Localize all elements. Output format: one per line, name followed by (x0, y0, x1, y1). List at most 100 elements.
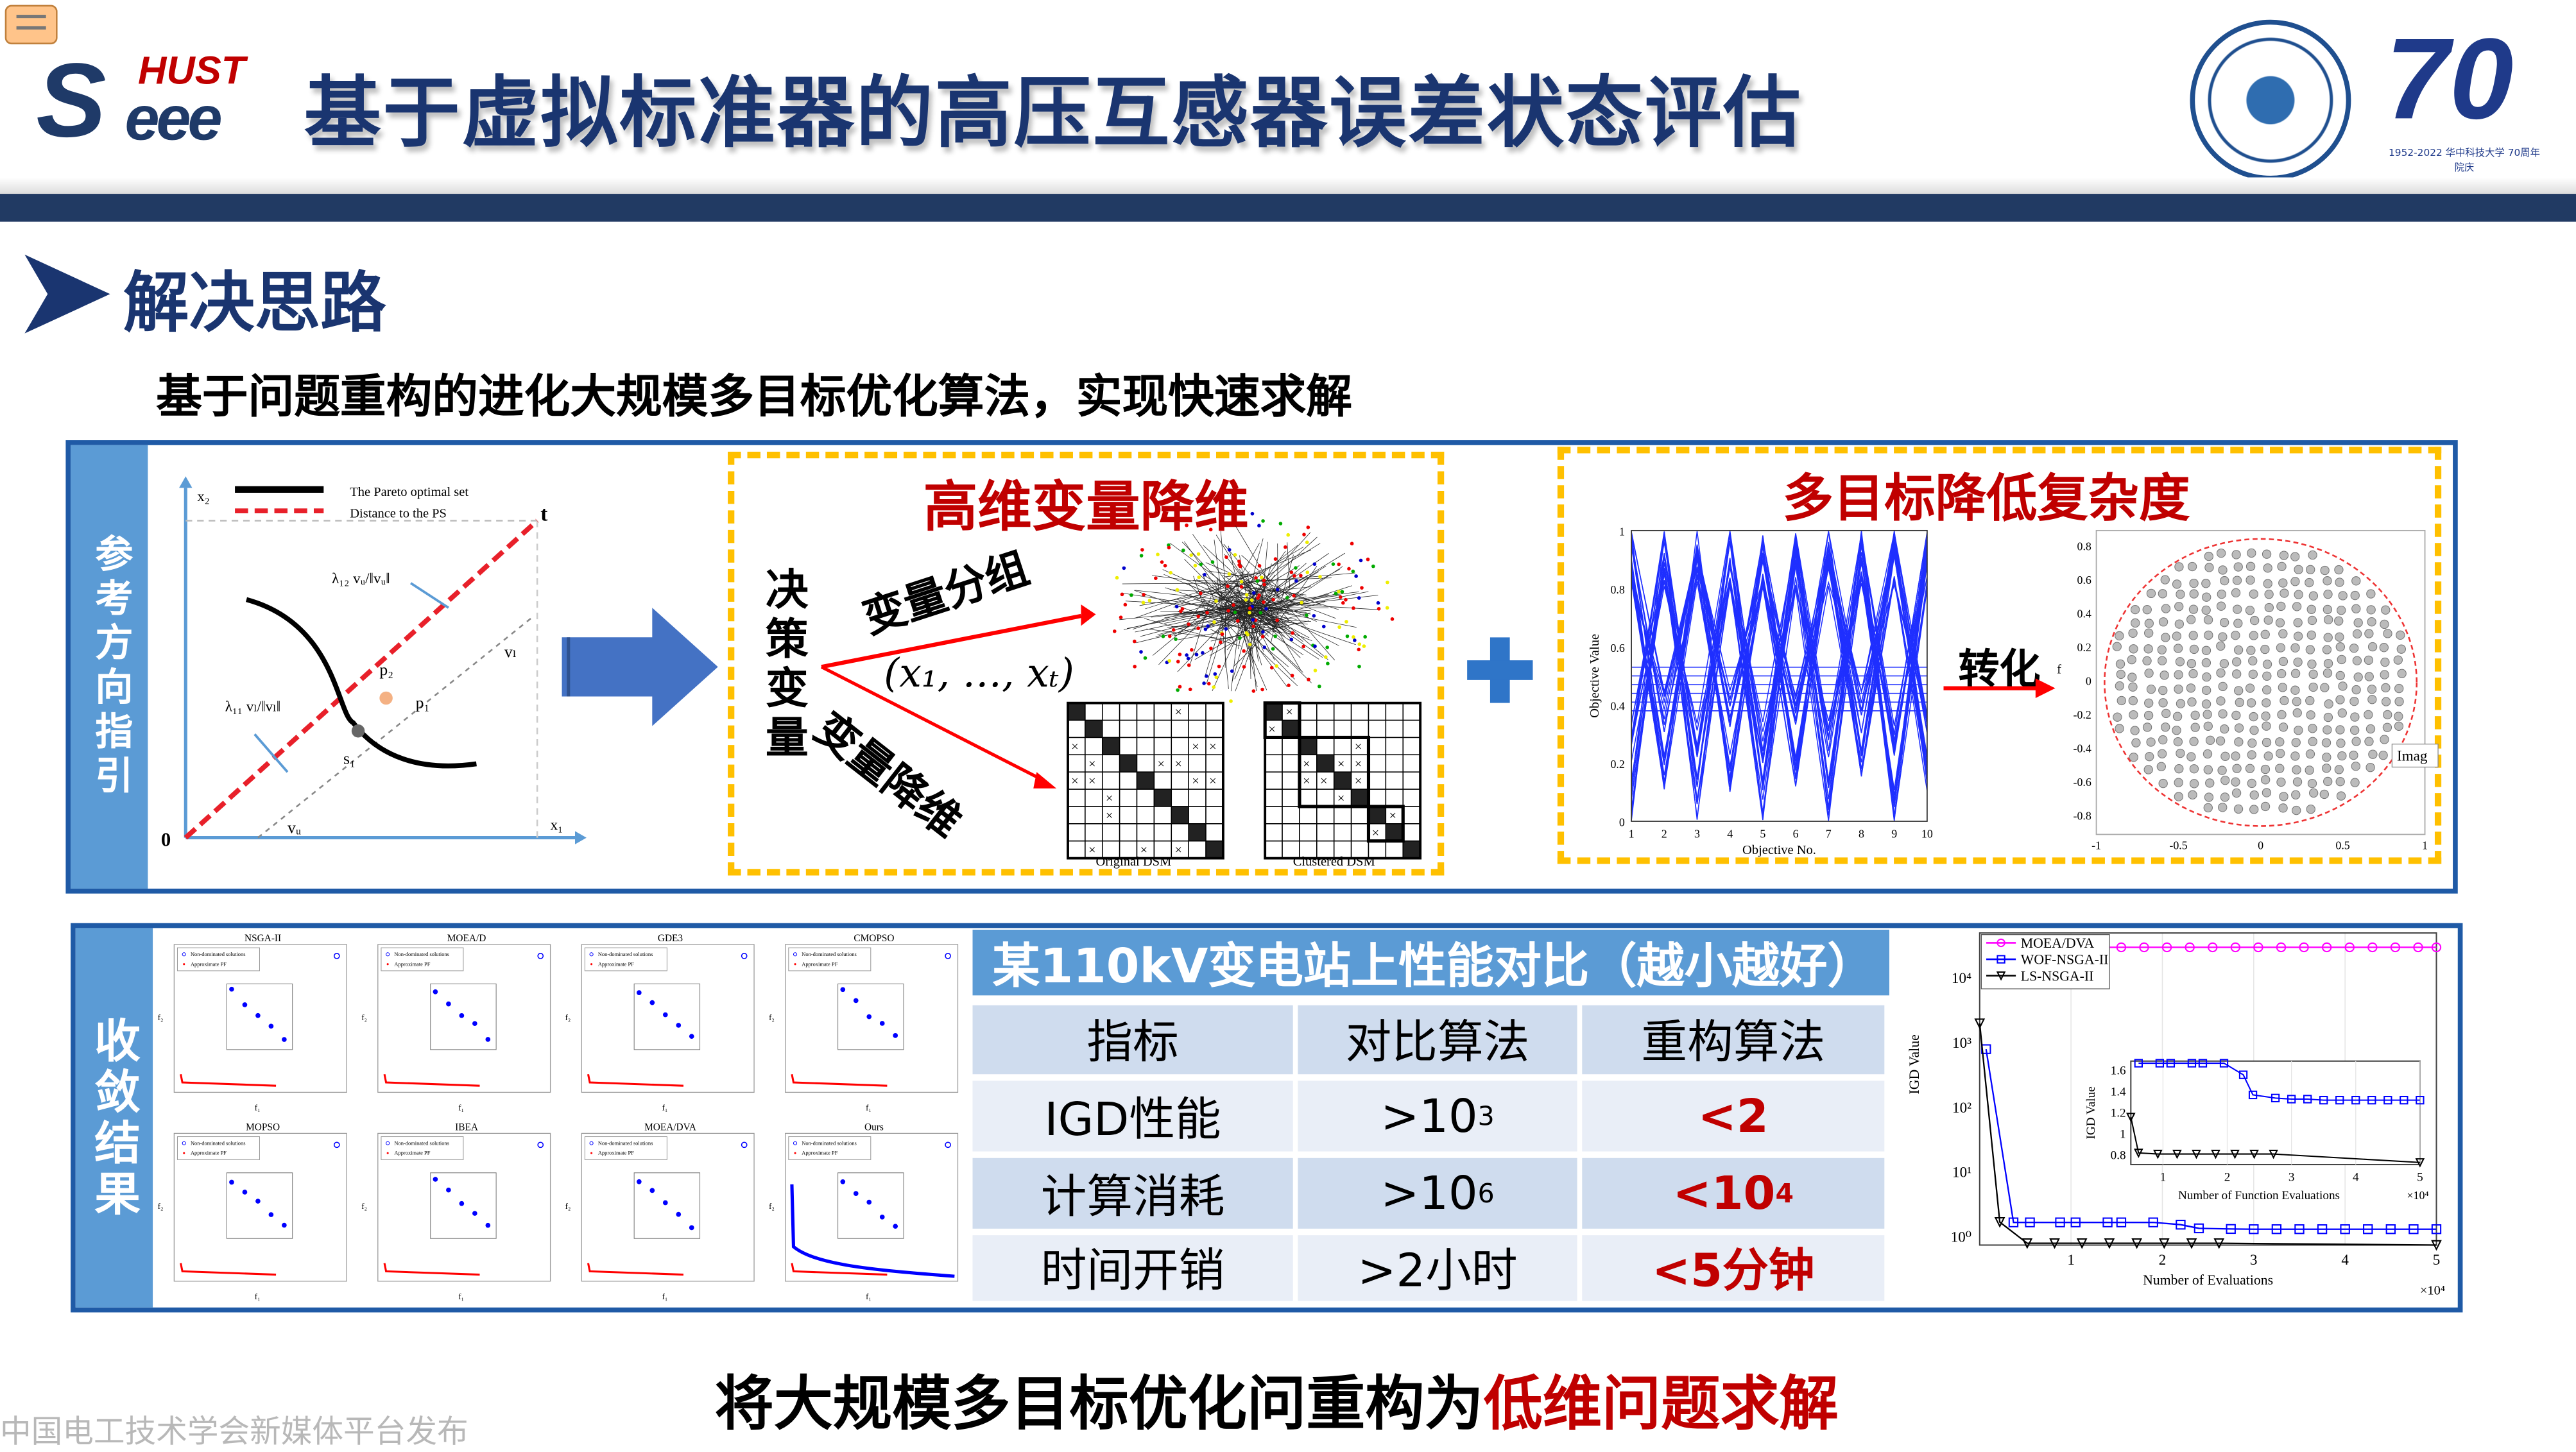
dsm-cell (1368, 703, 1386, 721)
sc-point (2234, 645, 2242, 654)
network-node (1228, 572, 1232, 576)
dsm-cell (1120, 789, 1137, 807)
sc-point (2189, 669, 2197, 678)
network-node (1290, 570, 1294, 574)
table-cell: <5分钟 (1582, 1235, 1884, 1301)
pc-xtick: 8 (1859, 828, 1864, 841)
network-edge (1136, 614, 1253, 643)
dsm-cell (1103, 772, 1120, 789)
dsm-cell (1206, 721, 1223, 738)
dsm-cell (1171, 737, 1189, 755)
sc-point (2186, 684, 2195, 692)
sc-point (2309, 789, 2317, 797)
dsm-cell (1206, 789, 1223, 807)
sc-point (2307, 631, 2315, 639)
sc-point (2143, 656, 2151, 665)
sc-point (2294, 658, 2302, 666)
sc-point (2231, 588, 2240, 597)
network-node (1252, 689, 1256, 693)
pf-curve (588, 1263, 683, 1275)
sc-point (2202, 658, 2210, 667)
network-node (1187, 663, 1191, 667)
sc-point (2250, 790, 2258, 799)
network-node (1292, 594, 1296, 598)
sc-point (2322, 739, 2330, 747)
sc-point (2144, 711, 2152, 719)
sc-point (2308, 660, 2316, 668)
label-t: t (540, 502, 547, 526)
sc-xtick: -0.5 (2169, 839, 2187, 852)
sc-point (2337, 792, 2345, 800)
sc-point (2336, 643, 2344, 651)
network-node (1377, 601, 1380, 605)
sc-point (2351, 591, 2359, 599)
dsm-cell (1103, 755, 1120, 772)
sc-point (2382, 606, 2390, 614)
network-node (1189, 688, 1192, 692)
network-node (1214, 599, 1218, 603)
sc-point (2262, 789, 2271, 797)
inset-point (840, 1179, 845, 1184)
network-node (1245, 593, 1249, 597)
sc-point (2276, 644, 2285, 652)
sc-point (2261, 645, 2269, 653)
network-node (1260, 688, 1264, 692)
thumbnail-inset (634, 984, 700, 1049)
sc-point (2129, 696, 2137, 705)
network-node (1352, 635, 1355, 639)
sc-point (2174, 685, 2183, 693)
sc-point (2276, 619, 2284, 627)
network-node (1197, 552, 1201, 556)
sc-point (2147, 685, 2155, 693)
inset-point (854, 1191, 859, 1196)
inset-point (880, 1215, 885, 1220)
sc-point (2176, 658, 2184, 666)
network-node (1205, 674, 1208, 678)
table-header-cell: 重构算法 (1582, 1005, 1884, 1075)
inset-y-tick: 1 (2120, 1127, 2126, 1141)
sc-point (2292, 697, 2301, 706)
comment-icon[interactable] (5, 5, 58, 44)
sc-point (2176, 590, 2185, 599)
pc-xtick: 2 (1662, 828, 1667, 841)
sc-point (2233, 764, 2241, 773)
network-node (1274, 557, 1278, 561)
dsm-cell (1368, 789, 1386, 807)
network-node (1240, 580, 1244, 584)
thumbnail-inset (838, 1173, 904, 1238)
sc-point (2235, 738, 2243, 746)
sc-point (2175, 620, 2183, 628)
sc-point (2380, 735, 2389, 744)
thumbnail-ylabel: f₂ (158, 1202, 164, 1211)
network-node (1240, 585, 1244, 589)
sc-point (2129, 683, 2137, 691)
inset-x-tick: 2 (2224, 1171, 2231, 1184)
pf-curve (384, 1263, 479, 1275)
sc-point (2321, 683, 2329, 692)
network-node (1251, 624, 1255, 628)
dsm-cell (1300, 807, 1317, 824)
network-node (1337, 590, 1341, 594)
legend-pf: Approximate PF (191, 1150, 227, 1156)
inset-point (485, 1223, 490, 1228)
dsm-mark: × (1088, 774, 1096, 789)
sc-point (2128, 673, 2136, 681)
network-node (1271, 647, 1275, 651)
sc-point (2206, 736, 2214, 744)
sc-point (2365, 737, 2373, 746)
dsm-cell (1189, 789, 1206, 807)
network-node (1203, 573, 1206, 577)
sc-point (2397, 645, 2405, 653)
sc-point (2247, 751, 2256, 759)
thumbnail-xlabel: f₁ (866, 1104, 872, 1113)
dsm-cell (1368, 772, 1386, 789)
sc-point (2204, 793, 2213, 801)
inset-point (472, 1021, 477, 1026)
label-lam11: λ₁₁ vₗ/‖vₗ‖ (225, 697, 281, 714)
legend-nds: Non-dominated solutions (394, 1140, 449, 1146)
cell-text: <2 (1698, 1089, 1769, 1143)
network-node (1221, 633, 1224, 636)
sc-point (2191, 711, 2199, 719)
sc-point (2354, 673, 2362, 681)
